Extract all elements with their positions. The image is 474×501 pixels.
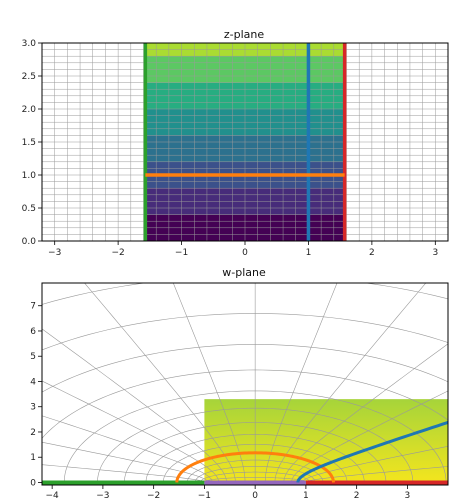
w-xtick-label: −3 (96, 491, 109, 501)
z-plane-chart: z-plane −3 −2 −1 0 1 2 3 0.0 0.5 1.0 1.5 2.0 2.5 3.0 (22, 28, 449, 258)
w-ytick-label: 2 (30, 428, 36, 438)
z-ytick-label: 2.0 (22, 105, 37, 115)
w-frame (41, 282, 449, 486)
w-grid-hyperbola (42, 328, 227, 483)
z-ytick-label: 1.5 (22, 138, 36, 148)
z-xtick-label: 2 (369, 248, 375, 258)
w-xtick-label: 1 (303, 491, 309, 501)
w-ytick-label: 1 (30, 453, 36, 463)
z-ytick-label: 3.0 (22, 39, 37, 49)
z-xtick-label: 0 (242, 248, 248, 258)
w-grid-hyperbola (84, 283, 236, 483)
w-ytick-label: 0 (30, 478, 36, 488)
w-xtick-label: −2 (147, 491, 160, 501)
w-curve-orange (175, 451, 335, 483)
w-ytick-label: 7 (30, 302, 36, 312)
w-xtick-label: 3 (405, 491, 411, 501)
z-ytick-label: 1.0 (22, 171, 37, 181)
z-xtick-label: 3 (432, 248, 438, 258)
z-ytick-label: 0.0 (22, 237, 37, 247)
w-ytick-label: 4 (30, 377, 36, 387)
w-plane-title: w-plane (222, 266, 266, 279)
w-xtick-label: −4 (46, 491, 60, 501)
z-xtick-label: −3 (48, 248, 61, 258)
w-grid-hyperbola (274, 283, 427, 483)
w-grid-hyperbola (302, 446, 448, 483)
w-grid-hyperbola (42, 464, 206, 483)
w-grid-hyperbola (304, 466, 448, 483)
w-plane-chart: w-plane −4 −3 −2 −1 0 1 2 3 0 1 2 3 4 5 6 7 (30, 266, 449, 501)
w-xtick-label: 0 (252, 491, 258, 501)
w-grid-hyperbola (42, 441, 209, 483)
w-grid-hyperbola (283, 343, 448, 483)
w-clipped-group (42, 283, 448, 485)
w-grid-hyperbola (264, 283, 338, 483)
z-xtick-label: −2 (111, 248, 124, 258)
w-curve-blue (296, 420, 448, 483)
w-ytick-label: 3 (30, 403, 36, 413)
w-xtick-label: 2 (354, 491, 360, 501)
z-ytick-label: 2.5 (22, 72, 36, 82)
w-grid-hyperbola (42, 380, 220, 483)
w-ytick-label: 5 (30, 352, 36, 362)
w-grid-hyperbola (291, 390, 448, 483)
w-grid-hyperbola (172, 283, 246, 483)
w-grid-hyperbola (42, 415, 213, 483)
z-ytick-label: 0.5 (22, 204, 36, 214)
z-xtick-label: −1 (175, 248, 188, 258)
w-ytick-label: 6 (30, 327, 36, 337)
z-xtick-label: 1 (306, 248, 312, 258)
w-xtick-label: −1 (198, 491, 211, 501)
z-plane-title: z-plane (224, 28, 264, 41)
